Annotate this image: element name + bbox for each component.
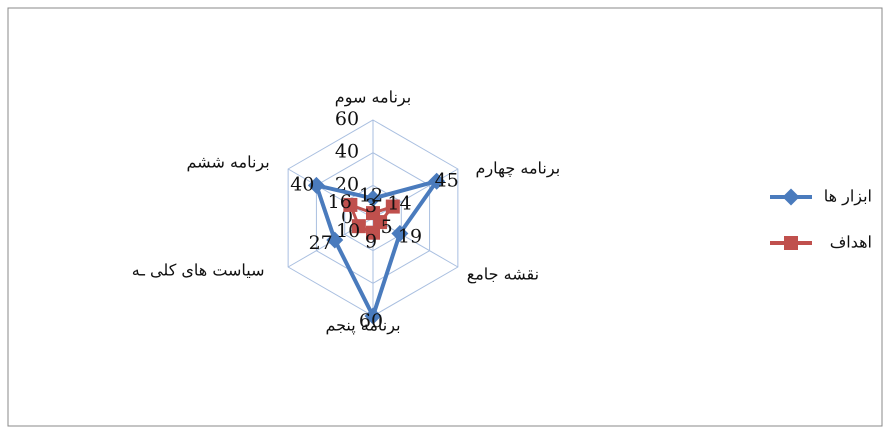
data-label: 19 [398,226,422,248]
legend-marker [784,236,798,250]
spoke [287,168,374,219]
data-point [391,225,409,243]
data-point [364,307,382,325]
data-point [343,197,358,212]
data-point [307,176,325,194]
data-point [351,219,366,234]
legend-label: ابزار ها [824,187,872,206]
data-label: 40 [290,173,314,195]
data-point [428,172,446,190]
spoke [372,217,459,268]
data-label: 12 [359,184,383,206]
chart-frame [7,7,883,427]
data-label: 10 [336,220,360,242]
data-point [366,225,380,240]
data-label: 60 [359,310,383,332]
category-label: نقشه جامع [467,265,539,284]
category-label: برنامه ششم [187,153,270,172]
data-label: 5 [381,216,393,238]
data-point [364,189,382,207]
data-point [385,199,400,214]
data-label: 27 [309,232,333,254]
data-point [373,215,388,230]
data-label: 14 [387,193,411,215]
data-point [326,231,344,249]
category-label: برنامه پنجم [325,316,400,335]
data-label: 3 [365,195,377,217]
data-label: 9 [365,231,377,253]
category-label: برنامه سوم [335,88,411,107]
data-label: 16 [328,191,352,213]
legend-label: اهداف [830,233,872,252]
r-tick-label: 60 [335,108,359,130]
category-label: برنامه چهارم [476,159,561,178]
data-label: 45 [435,169,459,191]
category-label: سیاست های کلی ـه [132,261,265,280]
r-tick-label: 40 [335,141,359,163]
legend-marker [782,188,800,206]
